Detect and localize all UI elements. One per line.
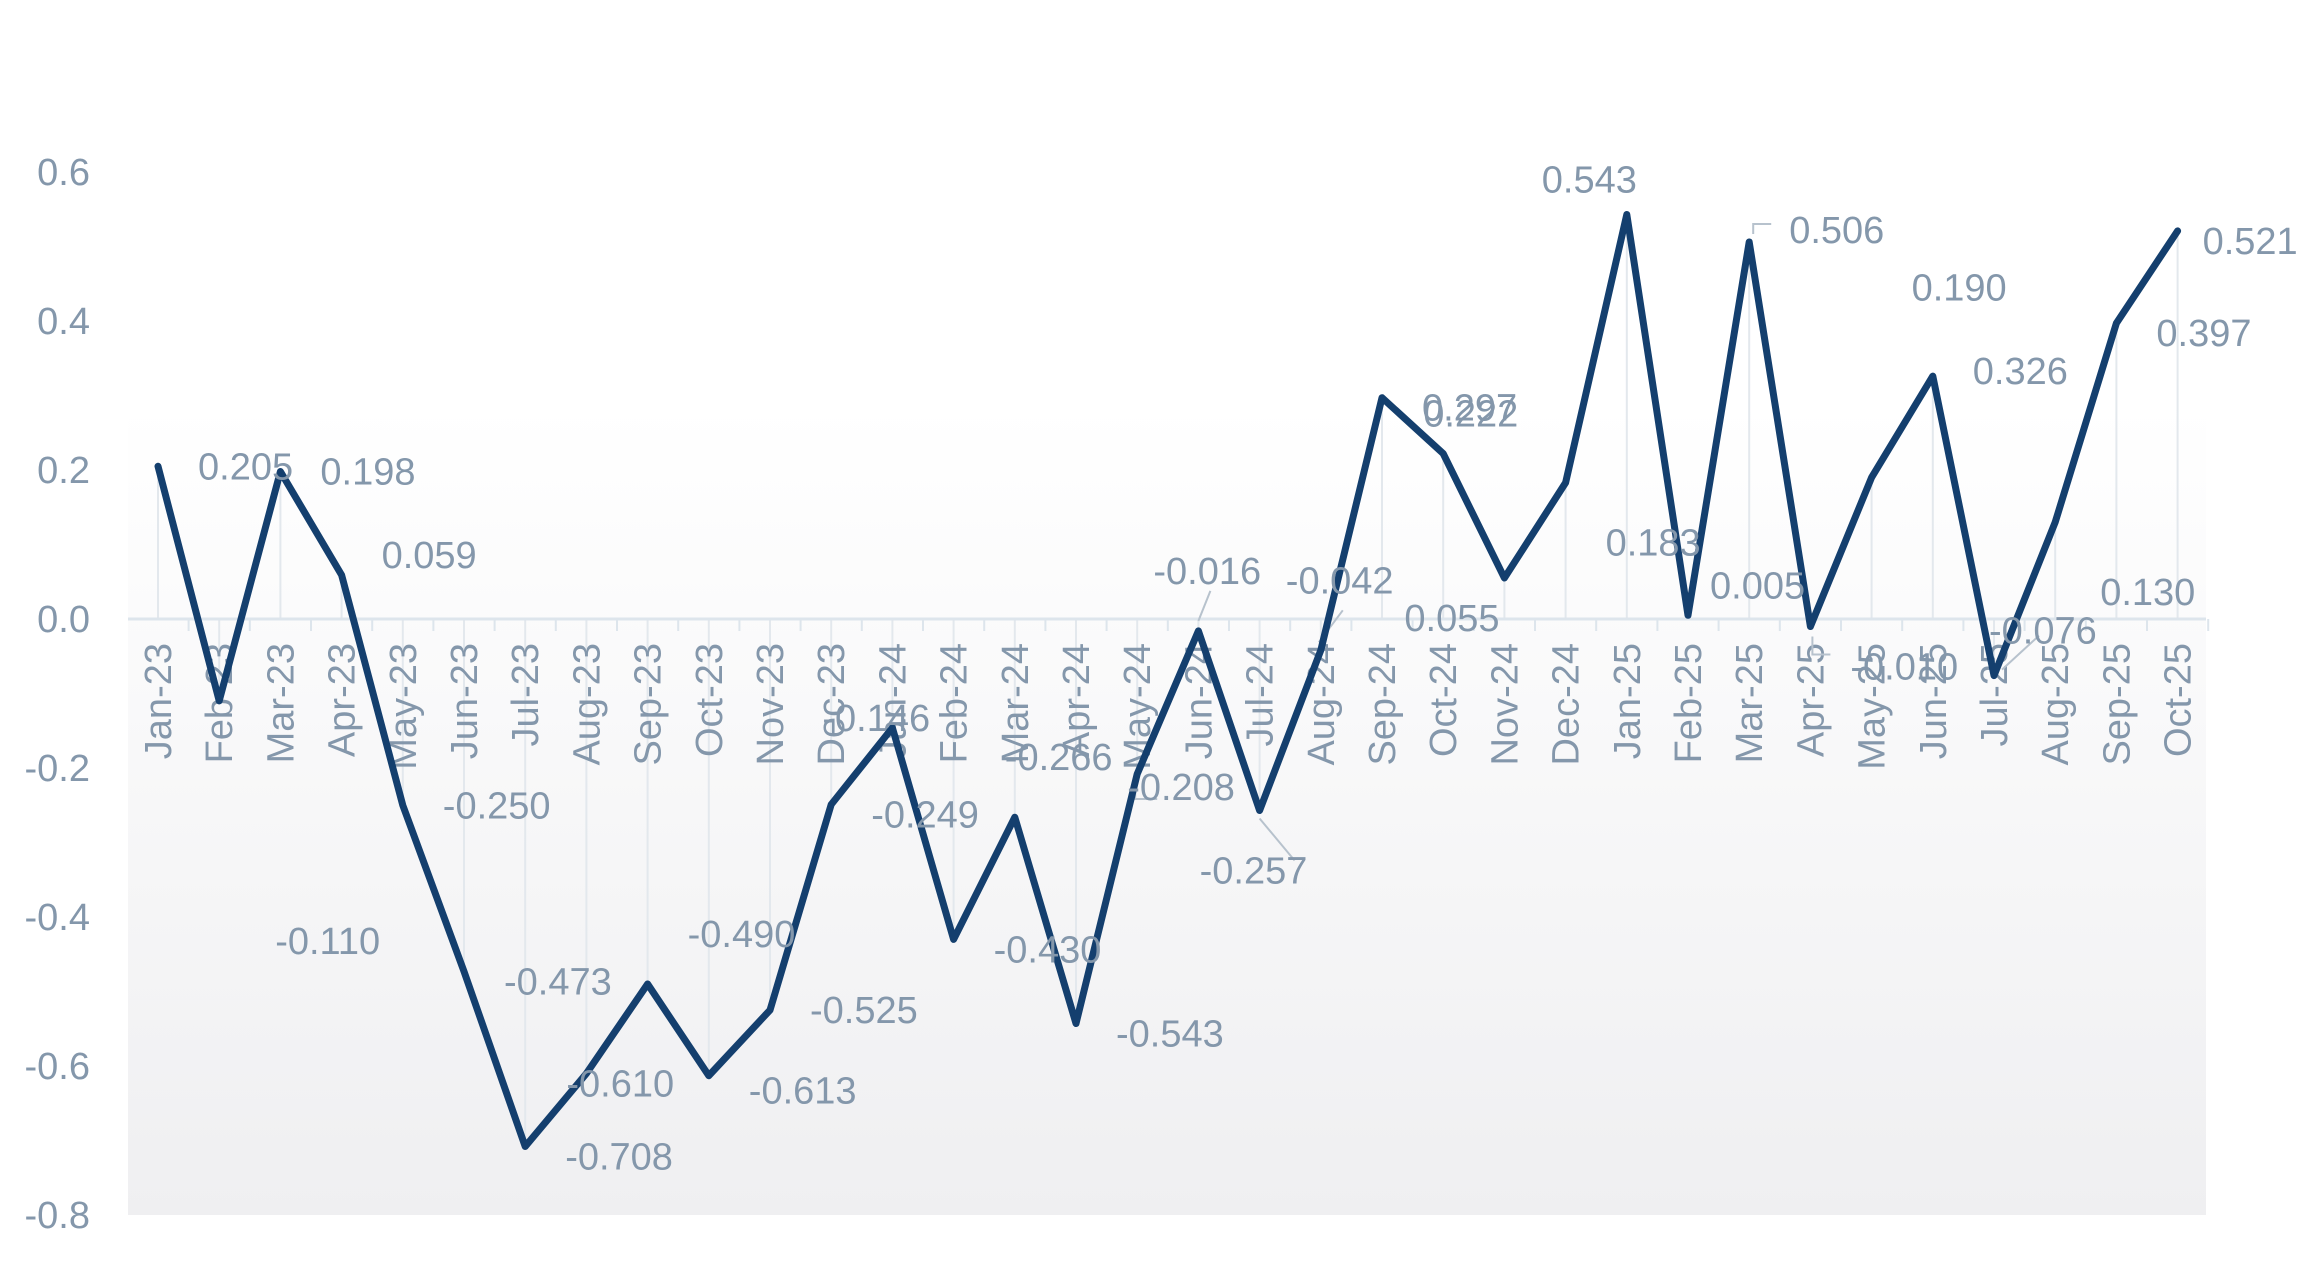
plot-background	[128, 405, 2206, 1215]
data-label: -0.016	[1153, 551, 1261, 593]
data-label: 0.297	[1422, 388, 1517, 430]
y-tick-label: 0.6	[37, 152, 90, 194]
data-label: -0.613	[749, 1071, 857, 1113]
x-tick-label: May-24	[1117, 643, 1159, 770]
x-tick-label: Oct-25	[2158, 643, 2200, 757]
data-label: 0.205	[198, 446, 293, 488]
x-tick-label: Apr-25	[1790, 643, 1832, 757]
data-label: -0.010	[1850, 646, 1958, 688]
y-tick-label: -0.6	[25, 1046, 90, 1088]
x-tick-label: May-25	[1852, 643, 1894, 770]
data-labels: 0.205 -0.110 0.198 0.059 -0.250 -0.473 -0.708 -…	[198, 159, 2298, 1178]
data-label: 0.055	[1404, 598, 1499, 640]
x-tick-label: Dec-24	[1546, 643, 1588, 766]
x-tick-label: Oct-24	[1423, 643, 1465, 757]
x-tick-label: Aug-24	[1301, 643, 1343, 766]
x-tick-label: Jul-25	[1974, 643, 2016, 747]
x-tick-label: Jul-23	[505, 643, 547, 747]
x-axis-ticks	[187, 619, 2210, 631]
x-tick-label: Nov-23	[750, 643, 792, 766]
x-tick-label: Mar-23	[260, 643, 302, 763]
y-axis: 0.6 0.4 0.2 0.0 -0.2 -0.4 -0.6 -0.8	[25, 152, 90, 1237]
data-label: 0.543	[1542, 159, 1637, 201]
data-label: 0.326	[1973, 351, 2068, 393]
y-tick-label: 0.4	[37, 301, 90, 343]
data-label: -0.076	[1989, 611, 2097, 653]
data-label: -0.708	[565, 1136, 673, 1178]
x-tick-label: Sep-24	[1362, 643, 1404, 766]
x-tick-label: Mar-25	[1729, 643, 1771, 763]
data-label: -0.249	[871, 795, 979, 837]
data-label: 0.521	[2203, 221, 2298, 263]
data-label: -0.473	[504, 961, 612, 1003]
x-axis-labels: Jan-23 Feb-23 Mar-23 Apr-23 May-23 Jun-23 Jul-…	[138, 643, 2200, 770]
leader-line	[1811, 636, 1831, 656]
data-label: 0.190	[1912, 267, 2007, 309]
y-tick-label: 0.0	[37, 599, 90, 641]
data-label: 0.059	[382, 535, 477, 577]
data-label: 0.397	[2156, 313, 2251, 355]
data-label: 0.506	[1789, 210, 1884, 252]
y-tick-label: -0.4	[25, 897, 90, 939]
data-label: 0.222	[1423, 394, 1518, 436]
x-tick-label: Aug-23	[566, 643, 608, 766]
data-label: -0.610	[566, 1063, 674, 1105]
data-label: 0.130	[2100, 572, 2195, 614]
drop-lines	[157, 214, 2179, 1147]
x-tick-label: Dec-23	[811, 643, 853, 766]
data-label: -0.257	[1200, 850, 1308, 892]
x-tick-label: Jun-23	[444, 643, 486, 759]
x-tick-label: Feb-25	[1668, 643, 1710, 763]
x-tick-label: Aug-25	[2035, 643, 2077, 766]
x-tick-label: Apr-24	[1056, 643, 1098, 757]
leader-line	[1197, 590, 1212, 622]
y-tick-label: -0.2	[25, 748, 90, 790]
x-tick-label: Jan-23	[138, 643, 180, 759]
x-tick-label: Jul-24	[1240, 643, 1282, 747]
y-tick-label: 0.2	[37, 450, 90, 492]
x-tick-label: Jun-25	[1913, 643, 1955, 759]
data-label: -0.042	[1286, 560, 1394, 602]
data-label: -0.543	[1116, 1014, 1224, 1056]
data-label: -0.266	[1005, 737, 1113, 779]
y-tick-label: -0.8	[25, 1195, 90, 1237]
x-tick-label: Nov-24	[1484, 643, 1526, 766]
data-label: -0.250	[443, 785, 551, 827]
series-line	[154, 211, 2182, 1150]
data-label: -0.430	[994, 929, 1102, 971]
x-tick-label: Apr-23	[322, 643, 364, 757]
leader-line	[1258, 817, 1296, 862]
leader-line	[1752, 223, 1772, 235]
data-label: -0.208	[1127, 767, 1235, 809]
data-label: -0.490	[688, 914, 796, 956]
leader-line	[2001, 634, 2040, 671]
x-tick-label: Jan-25	[1607, 643, 1649, 759]
data-label: -0.146	[822, 698, 930, 740]
data-label: -0.525	[810, 990, 918, 1032]
data-label: 0.005	[1710, 565, 1805, 607]
x-tick-label: Oct-23	[689, 643, 731, 757]
x-tick-label: Mar-24	[995, 643, 1037, 763]
data-label: 0.198	[320, 451, 415, 493]
data-label: 0.183	[1606, 523, 1701, 565]
data-label: -0.110	[275, 921, 380, 963]
x-tick-label: Sep-25	[2096, 643, 2138, 766]
x-tick-label: Sep-23	[628, 643, 670, 766]
x-tick-label: Feb-24	[934, 643, 976, 763]
